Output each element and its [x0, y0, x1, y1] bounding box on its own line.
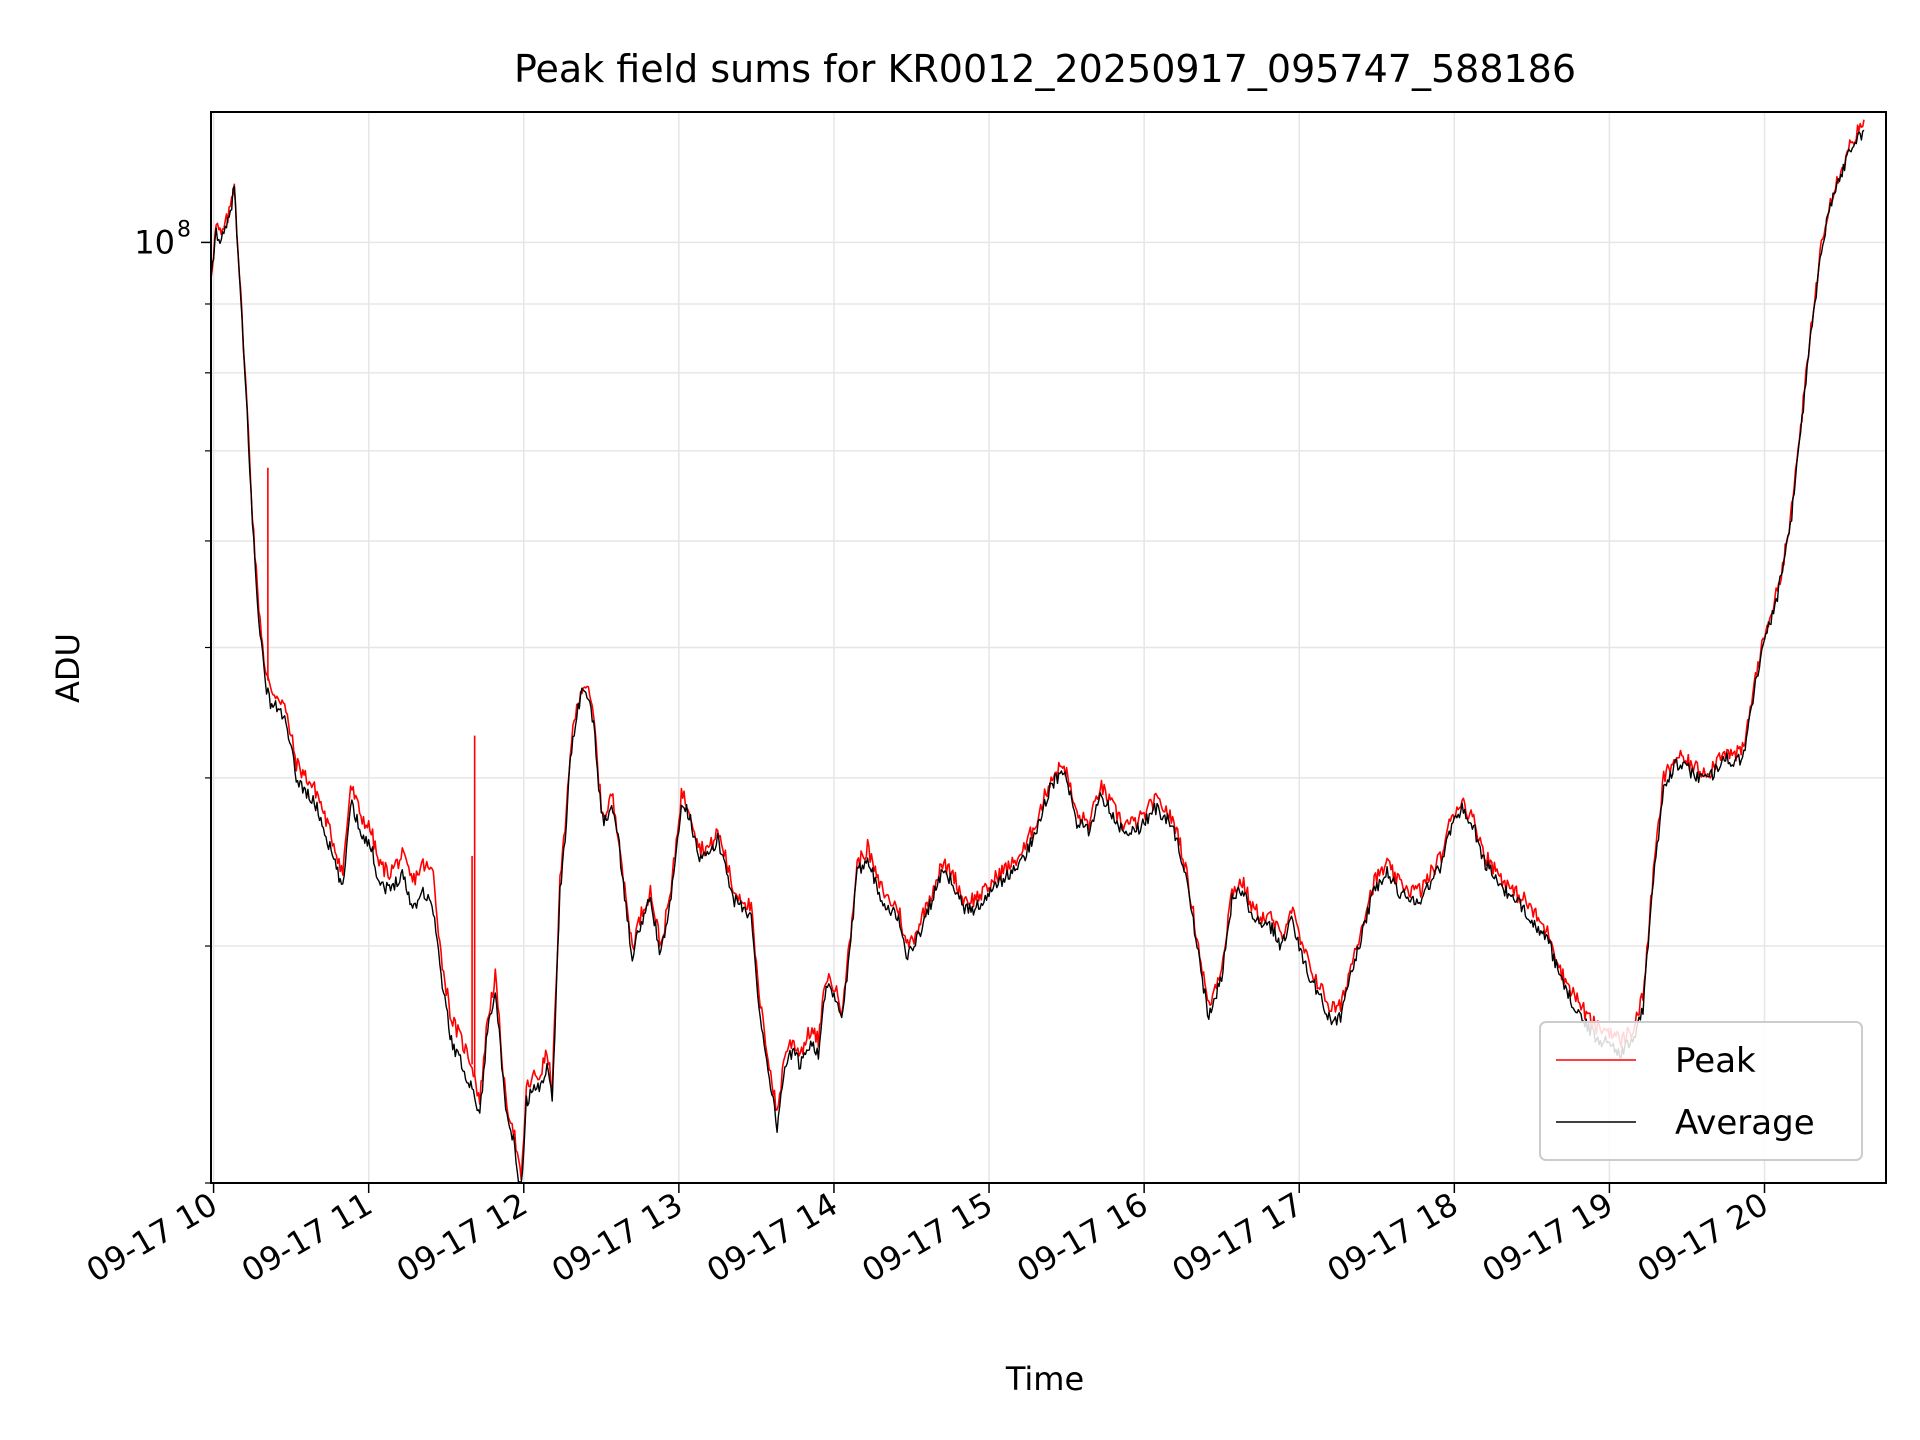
y-tick-label: 10: [134, 223, 175, 261]
legend-average-label: Average: [1675, 1103, 1815, 1143]
legend: Peak Average: [1539, 1021, 1863, 1161]
grid-lines: [211, 112, 1886, 1184]
chart-title: Peak field sums for KR0012_20250917_0957…: [514, 47, 1576, 91]
y-tick-exponent: 8: [177, 217, 191, 242]
y-axis-label: ADU: [49, 633, 87, 703]
legend-peak-label: Peak: [1675, 1041, 1756, 1081]
x-axis-label: Time: [1005, 1360, 1084, 1398]
